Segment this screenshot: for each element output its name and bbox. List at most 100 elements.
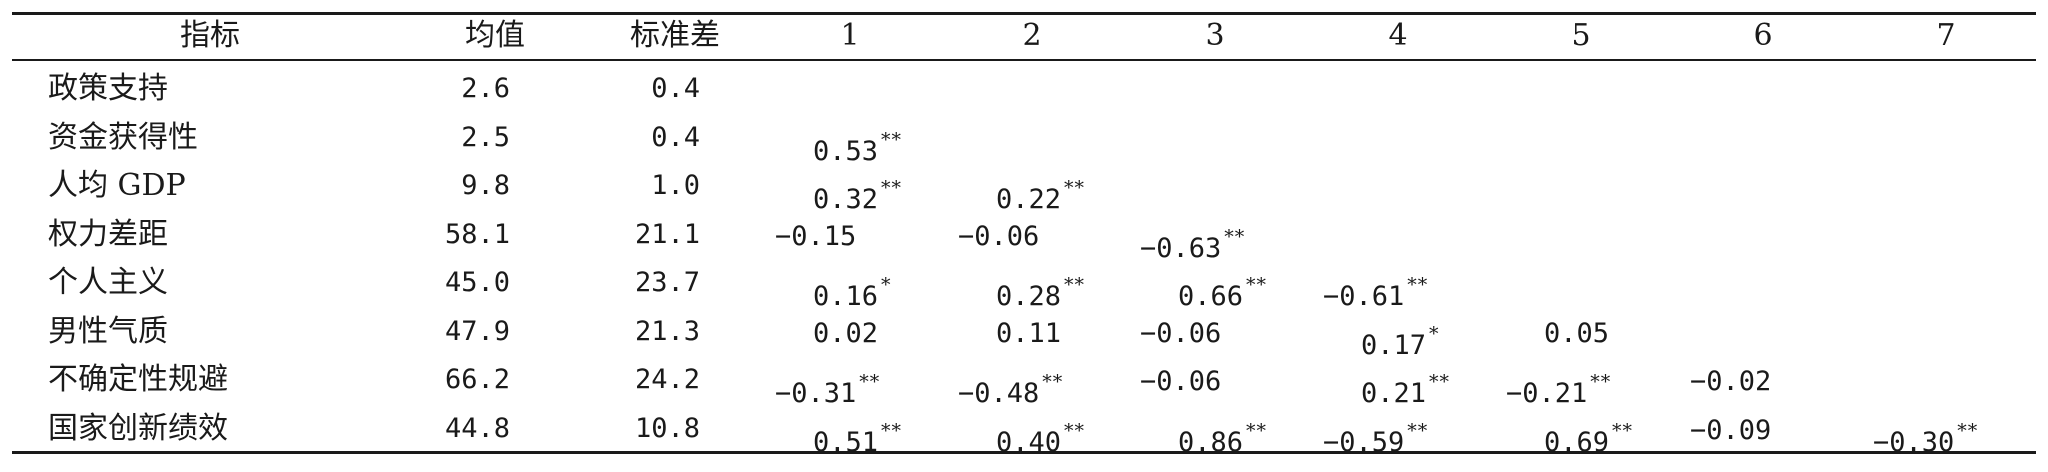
significance-marker: ** [1407,419,1429,442]
correlation-value: 0.22 [996,184,1062,215]
significance-marker: ** [1246,419,1268,442]
significance-marker: ** [859,371,881,393]
correlation-value: −0.63 [1140,232,1222,264]
mean-cell: 66.2 [444,364,510,395]
correlation-value: −0.15 [775,220,857,252]
significance-marker: ** [1590,371,1612,393]
correlation-value: 0.66 [1178,281,1244,312]
table-bottom-rule [12,451,2036,454]
sd-cell: 21.3 [634,315,700,347]
correlation-value: −0.61 [1323,281,1405,312]
correlation-cell: −0.31 ** [775,356,881,409]
significance-marker: ** [1064,177,1086,199]
row-label: 个人主义 [48,265,168,300]
row-label: 男性气质 [48,313,168,349]
significance-marker: ** [881,419,903,442]
table-row: 国家创新绩效 44.8 10.8 0.51 ** 0.40 ** 0.86 ** −0.59 ** 0… [0,405,2048,458]
significance-marker: ** [881,177,903,199]
correlation-value: 0.02 [813,317,879,349]
correlation-cell: −0.59 ** [1323,405,1429,458]
sd-cell: 23.7 [634,267,700,298]
correlation-value: 0.11 [996,317,1062,349]
significance-marker: ** [1246,274,1268,296]
mean-cell: 2.5 [461,121,510,153]
significance-marker: * [1429,322,1440,345]
significance-marker: * [881,274,892,296]
header-col-2: 2 [1022,18,1042,53]
correlation-cell: 0.11 [996,308,1061,356]
significance-marker: ** [1612,419,1634,442]
correlation-cell: 0.17 * [1361,308,1440,361]
mean-cell: 47.9 [444,315,510,347]
row-label: 不确定性规避 [48,362,228,397]
correlation-cell: −0.06 [1140,308,1221,356]
header-col-3: 3 [1205,18,1225,53]
row-label: 国家创新绩效 [48,410,228,446]
correlation-value: 0.69 [1544,426,1610,458]
correlation-cell: −0.63 ** [1140,211,1246,264]
row-label: 政策支持 [48,71,168,106]
correlation-value: −0.06 [1140,317,1222,349]
header-col-4: 4 [1388,18,1408,53]
header-sd: 标准差 [630,18,720,53]
correlation-value: −0.59 [1323,426,1405,458]
table-row: 人均 GDP 9.8 1.0 0.32 ** 0.22 ** [0,162,2048,215]
row-label: 人均 GDP [48,168,186,203]
mean-cell: 9.8 [461,170,510,201]
correlation-cell: 0.16 * [813,259,892,312]
correlation-cell: −0.09 [1690,405,1771,453]
correlation-cell: 0.40 ** [996,405,1086,458]
correlation-cell: 0.21 ** [1361,356,1451,409]
mean-cell: 58.1 [444,218,510,250]
correlation-cell: −0.02 [1690,356,1771,404]
significance-marker: ** [1407,274,1429,296]
header-mean: 均值 [465,18,525,53]
row-label: 资金获得性 [48,119,198,155]
sd-cell: 1.0 [651,170,700,201]
correlation-value: 0.16 [813,281,879,312]
correlation-cell: −0.15 [775,211,856,259]
correlation-value: −0.48 [958,378,1040,409]
table-header-row: 指标 均值 标准差 1 2 3 4 5 6 7 [0,12,2048,60]
correlation-value: −0.06 [958,220,1040,252]
correlation-value: 0.53 [813,135,879,167]
correlation-value: 0.17 [1361,329,1427,361]
sd-cell: 0.4 [651,121,700,153]
table-row: 权力差距 58.1 21.1 −0.15 −0.06 −0.63 ** [0,211,2048,264]
table-row: 政策支持 2.6 0.4 [0,65,2048,113]
correlation-value: −0.30 [1873,426,1955,458]
correlation-cell: 0.28 ** [996,259,1086,312]
correlation-cell: 0.66 ** [1178,259,1268,312]
header-col-5: 5 [1571,18,1591,53]
correlation-cell: 0.86 ** [1178,405,1268,458]
correlation-value: 0.32 [813,184,879,215]
correlation-cell: 0.53 ** [813,114,902,167]
header-col-1: 1 [840,18,860,53]
correlation-value: 0.86 [1178,426,1244,458]
correlation-cell: 0.22 ** [996,162,1086,215]
correlation-cell: 0.32 ** [813,162,903,215]
correlation-cell: 0.02 [813,308,878,356]
significance-marker: ** [1429,371,1451,393]
table-row: 男性气质 47.9 21.3 0.02 0.11 −0.06 0.17 * 0.05 [0,308,2048,361]
correlation-value: 0.05 [1544,317,1610,349]
correlation-value: 0.51 [813,426,879,458]
mean-cell: 45.0 [444,267,510,298]
correlation-cell: −0.30 ** [1873,405,1979,458]
table-row: 不确定性规避 66.2 24.2 −0.31 ** −0.48 ** −0.06 0.21 ** −… [0,356,2048,409]
sd-cell: 10.8 [634,412,700,444]
table-top-rule [12,12,2036,15]
correlation-value: −0.09 [1690,414,1772,446]
significance-marker: ** [1064,274,1086,296]
significance-marker: ** [1957,419,1979,442]
correlation-cell: −0.61 ** [1323,259,1429,312]
significance-marker: ** [1224,225,1246,248]
correlation-value: −0.31 [775,378,857,409]
correlation-value: 0.28 [996,281,1062,312]
correlation-value: −0.21 [1506,378,1588,409]
header-indicator: 指标 [180,18,240,53]
row-label: 权力差距 [48,216,168,252]
table-header-rule [12,59,2036,61]
significance-marker: ** [1064,419,1086,442]
significance-marker: ** [1042,371,1064,393]
